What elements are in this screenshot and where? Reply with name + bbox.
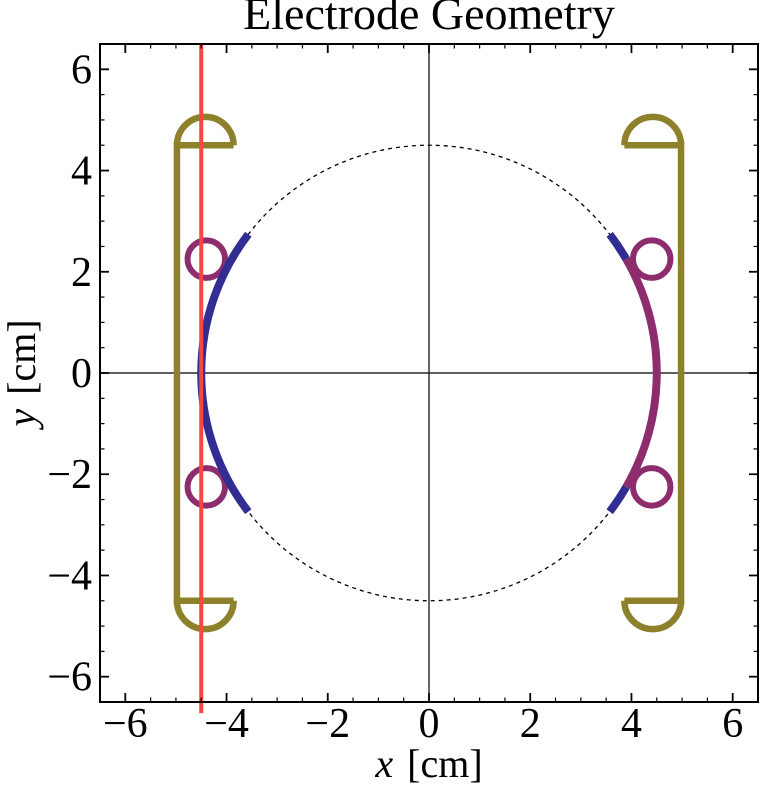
rod-ring-right-bottom <box>629 465 674 509</box>
rod-ring-left-top <box>184 237 229 281</box>
right-electrode-tip-blue-top <box>606 231 630 262</box>
y-axis-unit: [cm] <box>0 319 44 395</box>
y-tick-label: −6 <box>47 655 92 701</box>
y-tick-label: 2 <box>71 250 92 296</box>
x-tick-label: −2 <box>305 701 350 747</box>
x-tick-label: 0 <box>419 701 440 747</box>
left-holder-cap-top <box>173 113 237 146</box>
y-tick-label: 0 <box>71 351 92 397</box>
x-axis-label: x [cm] <box>100 742 758 786</box>
y-tick-label: −4 <box>47 553 92 599</box>
right-electrode-arc-purple <box>622 257 661 489</box>
left-holder-cap-bottom <box>173 600 237 633</box>
y-tick-label: 4 <box>71 149 92 195</box>
rod-ring-right-top <box>629 237 674 281</box>
right-holder-cap-bottom <box>621 600 685 633</box>
x-tick-label: −4 <box>204 701 249 747</box>
plot-title: Electrode Geometry <box>243 0 615 39</box>
y-axis-label: y [cm] <box>0 319 44 426</box>
x-axis-unit: [cm] <box>407 741 483 786</box>
rod-ring-left-bottom <box>184 465 229 509</box>
x-tick-label: 4 <box>621 701 642 747</box>
x-tick-label: 6 <box>722 701 743 747</box>
y-tick-label: 6 <box>71 47 92 93</box>
x-axis-symbol: x <box>375 741 394 786</box>
left-holder-bracket <box>173 141 234 605</box>
right-electrode-tip-blue-bottom <box>606 484 630 515</box>
y-axis-symbol: y <box>0 408 44 427</box>
right-holder-bracket <box>624 141 685 605</box>
right-holder-cap-top <box>621 113 685 146</box>
x-tick-label: 2 <box>520 701 541 747</box>
y-tick-label: −2 <box>47 452 92 498</box>
x-tick-label: −6 <box>103 701 148 747</box>
